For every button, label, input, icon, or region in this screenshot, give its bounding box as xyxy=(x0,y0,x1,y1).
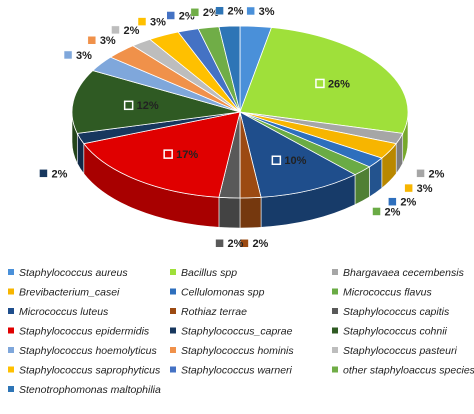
legend-label: Staphylococcus cohnii xyxy=(343,325,448,337)
legend-label: Micrococcus flavus xyxy=(343,286,432,298)
data-label: 2% xyxy=(252,238,268,250)
slice xyxy=(239,111,356,198)
legend-label: Stenotrophomonas maltophilia xyxy=(19,384,161,396)
slice xyxy=(218,25,241,113)
data-label: 2% xyxy=(429,168,445,180)
label-marker xyxy=(123,100,134,111)
label-marker xyxy=(63,50,73,60)
data-label: 2% xyxy=(228,6,244,18)
legend-swatch xyxy=(8,327,14,334)
legend-swatch xyxy=(170,366,176,373)
label-marker xyxy=(246,6,255,16)
data-label: 2% xyxy=(51,168,67,180)
data-label: 2% xyxy=(385,206,401,218)
slice xyxy=(83,111,241,198)
legend-label: Bacillus spp xyxy=(181,267,237,279)
legend-swatch xyxy=(170,288,176,295)
data-label: 2% xyxy=(123,25,139,37)
legend-swatch xyxy=(170,327,176,334)
legend-label: Staphylococcus saprophyticus xyxy=(19,364,161,376)
data-label: 2% xyxy=(203,7,219,19)
legend-swatch xyxy=(8,386,14,392)
legend-label: Brevibacterium_casei xyxy=(19,286,120,298)
legend-swatch xyxy=(170,269,176,275)
label-marker xyxy=(416,169,425,178)
label-marker xyxy=(137,17,147,26)
label-marker xyxy=(190,8,200,17)
data-label: 3% xyxy=(76,50,92,62)
legend-swatch xyxy=(332,308,338,314)
legend-label: Staphylococcus aureus xyxy=(19,267,128,279)
data-label: 3% xyxy=(150,16,166,28)
legend-label: Staphylococcus_caprae xyxy=(181,325,293,337)
label-marker xyxy=(166,11,175,20)
data-label: 3% xyxy=(417,183,433,195)
data-label: 3% xyxy=(259,6,275,18)
legend-label: Staphylococcus epidermidis xyxy=(19,325,150,337)
legend-swatch xyxy=(332,288,338,295)
label-marker xyxy=(404,183,413,193)
label-marker xyxy=(163,149,173,159)
slice xyxy=(71,70,241,134)
legend-label: Staphylococcus pasteuri xyxy=(343,345,457,357)
label-marker xyxy=(240,239,249,248)
data-label: 12% xyxy=(137,100,159,112)
legend-label: Bhargavaea cecembensis xyxy=(343,267,465,279)
legend-swatch xyxy=(8,347,14,353)
label-marker xyxy=(315,78,325,89)
data-label: 10% xyxy=(284,155,306,167)
legend-swatch xyxy=(8,269,14,275)
data-label: 2% xyxy=(400,197,416,209)
legend-label: Staphylococcus hominis xyxy=(181,345,294,357)
legend-label: other staphyloaccus species xyxy=(343,364,474,376)
legend-label: Cellulomonas spp xyxy=(181,286,265,298)
label-marker xyxy=(39,169,48,178)
label-marker xyxy=(215,239,224,248)
legend-swatch xyxy=(332,347,338,353)
legend-swatch xyxy=(332,269,338,275)
label-marker xyxy=(87,35,97,45)
legend-label: Staphylococcus hoemolyticus xyxy=(19,345,157,357)
slice-side xyxy=(218,197,241,229)
data-label: 3% xyxy=(100,35,116,47)
legend-swatch xyxy=(8,308,14,314)
legend-label: Rothiaz terrae xyxy=(181,306,247,318)
label-marker xyxy=(271,155,282,165)
legend-label: Staphylococcus capitis xyxy=(343,306,450,318)
label-marker xyxy=(372,207,381,216)
data-label: 2% xyxy=(228,238,244,250)
legend-label: Staphylococcus warneri xyxy=(181,364,293,376)
legend-swatch xyxy=(8,366,14,373)
legend-swatch xyxy=(332,366,338,373)
legend-swatch xyxy=(170,347,176,353)
legend-label: Micrococcus luteus xyxy=(19,306,109,318)
label-marker xyxy=(215,6,224,15)
label-marker xyxy=(388,197,397,206)
data-label: 17% xyxy=(176,149,198,161)
legend-swatch xyxy=(170,308,176,314)
legend-swatch xyxy=(332,327,338,334)
slice-side xyxy=(239,197,262,229)
label-marker xyxy=(111,25,120,35)
legend-swatch xyxy=(8,288,14,295)
data-label: 26% xyxy=(328,78,350,90)
